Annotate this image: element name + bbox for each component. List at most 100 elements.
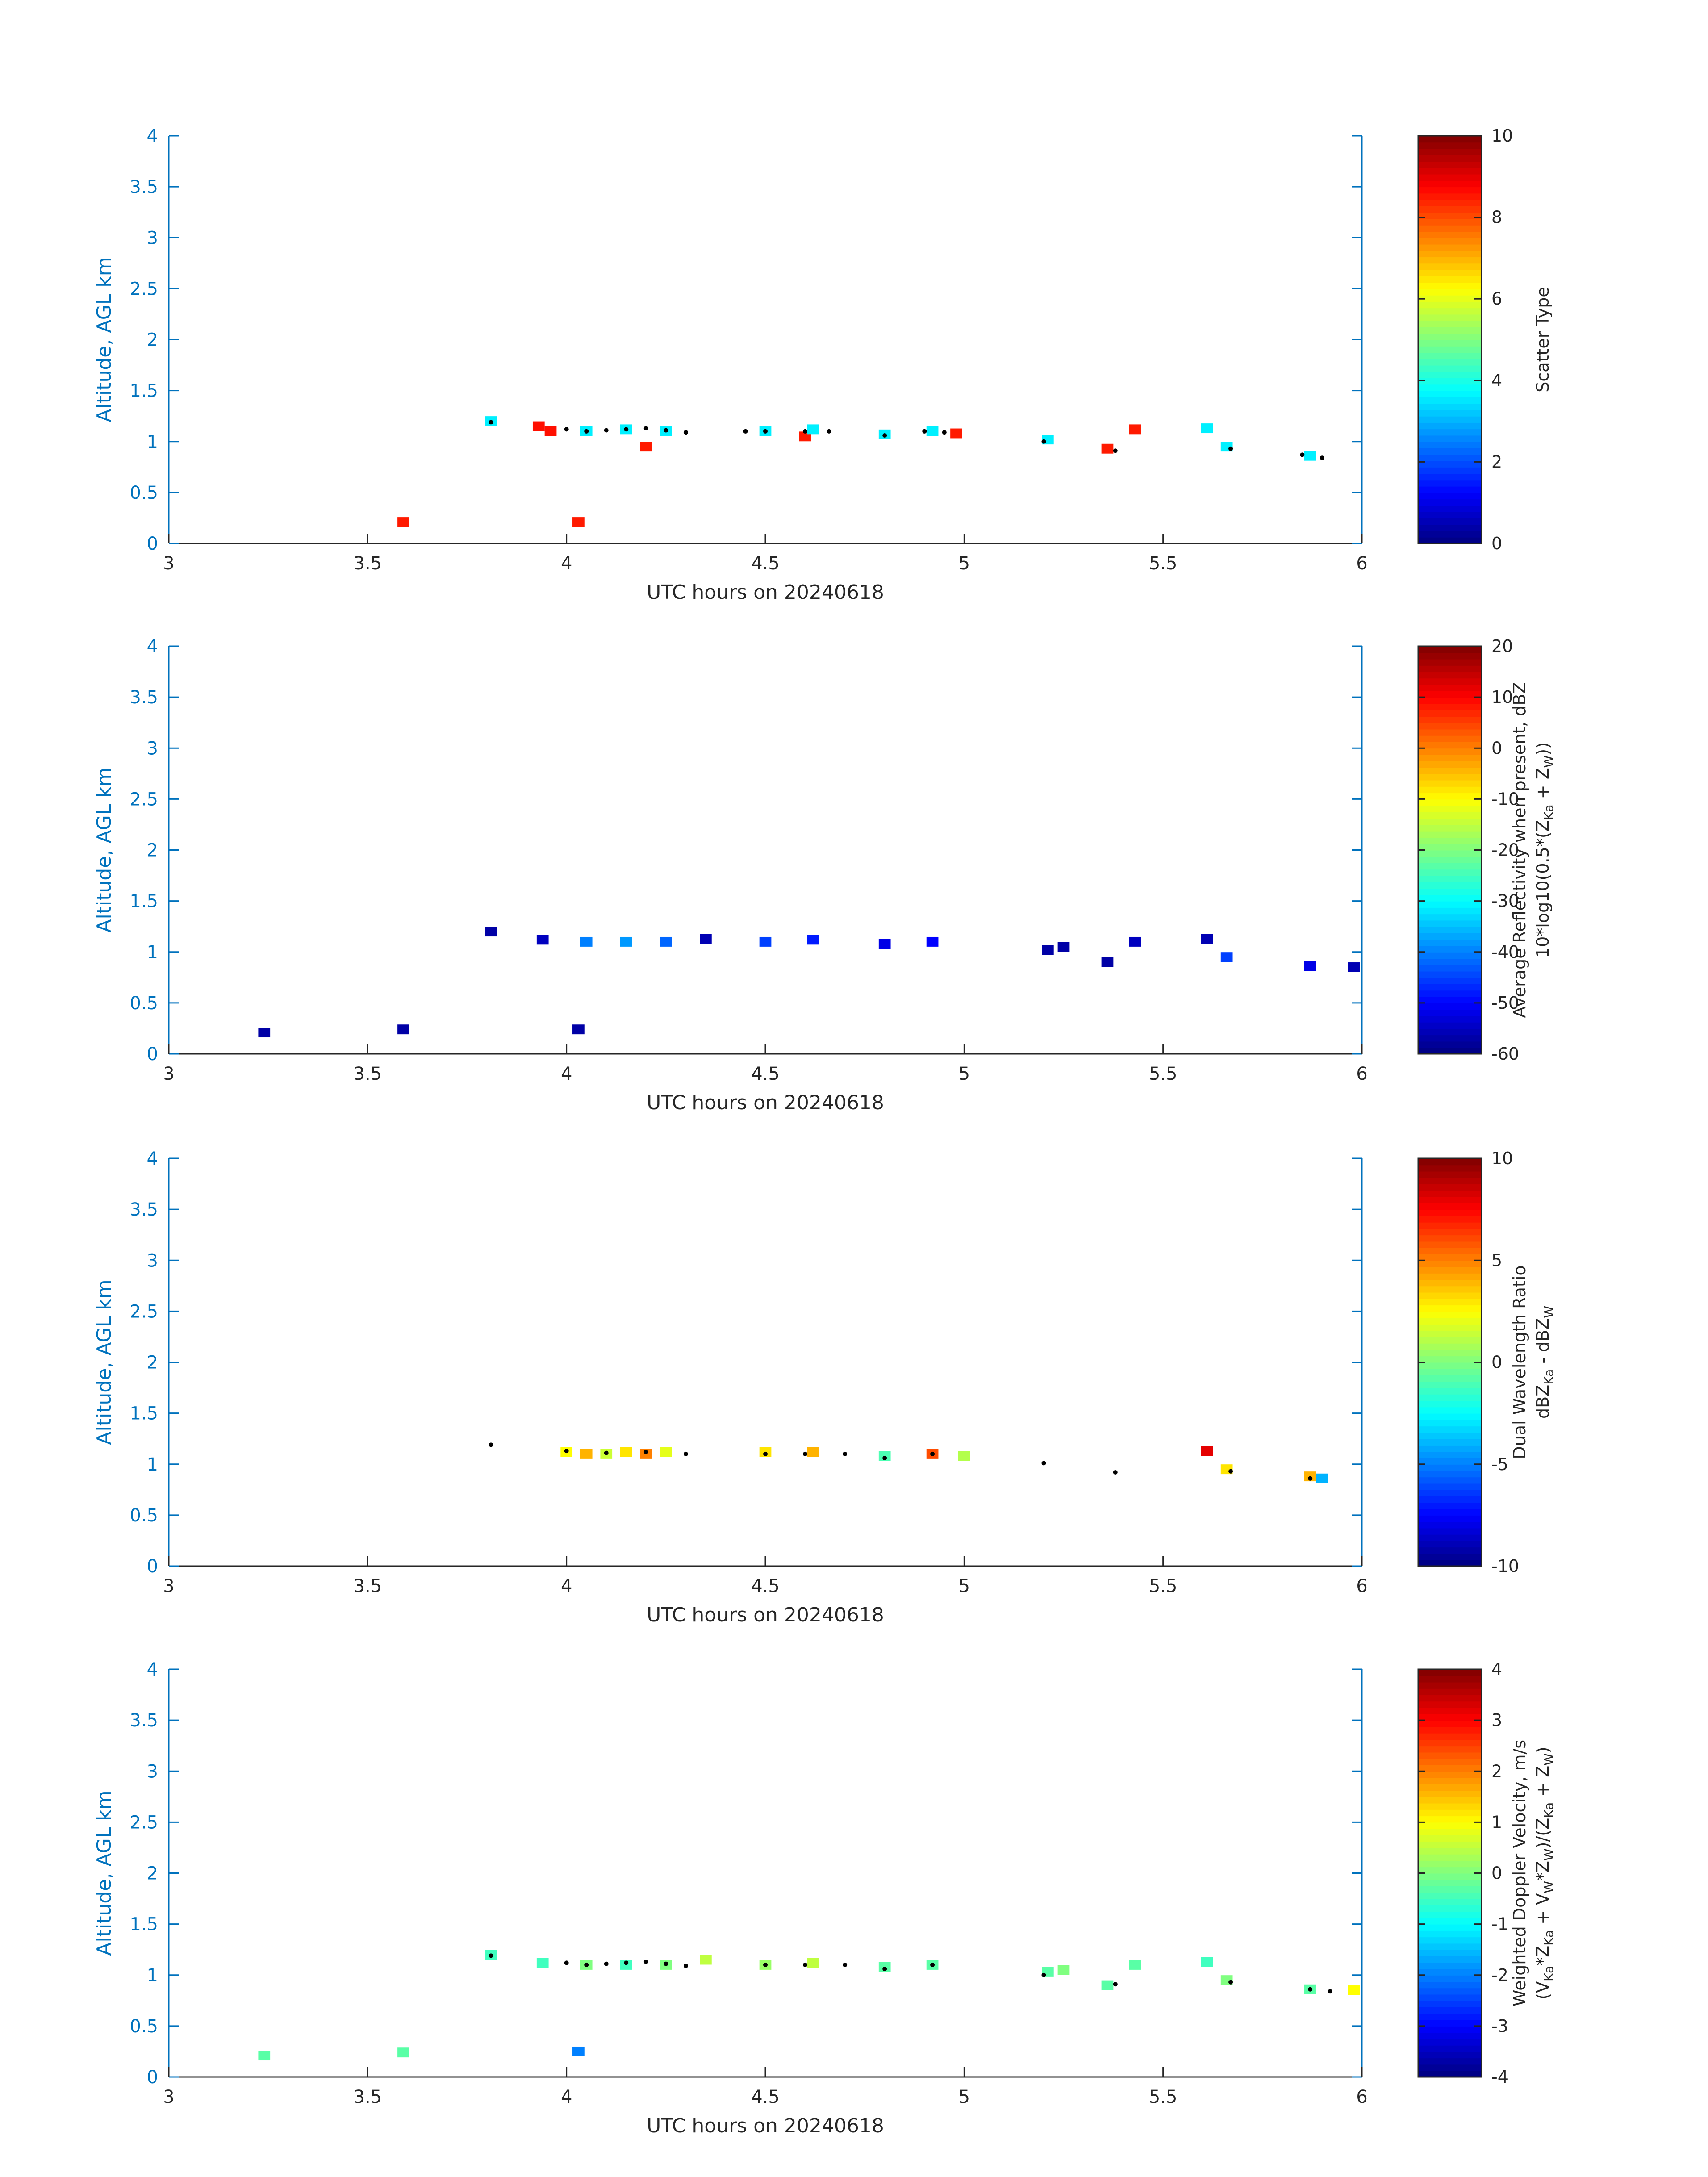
heatmap-cell xyxy=(660,1447,672,1457)
marker-dot xyxy=(1228,1469,1233,1474)
y-tick-label: 0.5 xyxy=(129,483,158,503)
colorbar-tick-label: -1 xyxy=(1491,1914,1508,1934)
colorbar-segment xyxy=(1418,1816,1482,1823)
colorbar-segment xyxy=(1418,920,1482,927)
colorbar-segment xyxy=(1418,250,1482,258)
colorbar-segment xyxy=(1418,288,1482,296)
colorbar-tick-label: 2 xyxy=(1491,1761,1502,1781)
colorbar-segment xyxy=(1418,1930,1482,1938)
colorbar-segment xyxy=(1418,1994,1482,2001)
marker-dot xyxy=(604,1450,609,1455)
plot-area xyxy=(169,646,1362,1054)
colorbar-segment xyxy=(1418,659,1482,666)
colorbar-segment xyxy=(1418,326,1482,334)
colorbar-label-subscript: Ka xyxy=(1541,804,1556,820)
colorbar-segment xyxy=(1418,518,1482,525)
x-tick-label: 5.5 xyxy=(1149,1064,1178,1084)
colorbar-segment xyxy=(1418,1247,1482,1254)
colorbar-tick-label: 4 xyxy=(1491,1659,1502,1679)
colorbar-segment xyxy=(1418,1540,1482,1548)
heatmap-cell xyxy=(620,1447,632,1457)
colorbar-segment xyxy=(1418,1879,1482,1887)
colorbar-segment xyxy=(1418,996,1482,1003)
colorbar-segment xyxy=(1418,1720,1482,1727)
marker-dot xyxy=(882,1456,887,1461)
colorbar-segment xyxy=(1418,741,1482,749)
x-tick-label: 4 xyxy=(561,2087,572,2107)
colorbar-tick-label: 10 xyxy=(1491,687,1513,707)
colorbar-segment xyxy=(1418,754,1482,761)
colorbar-segment xyxy=(1418,1898,1482,1905)
colorbar-segment xyxy=(1418,710,1482,717)
colorbar-segment xyxy=(1418,2070,1482,2077)
colorbar-segment xyxy=(1418,1918,1482,1925)
marker-dot xyxy=(1041,439,1046,444)
y-tick-label: 3 xyxy=(147,228,158,248)
colorbar-segment xyxy=(1418,1337,1482,1344)
heatmap-cell xyxy=(640,442,652,452)
colorbar-tick-label: -50 xyxy=(1491,993,1519,1013)
heatmap-cell xyxy=(397,1024,409,1035)
colorbar-segment xyxy=(1418,1003,1482,1010)
marker-dot xyxy=(763,1962,768,1967)
colorbar-segment xyxy=(1418,716,1482,723)
colorbar-segment xyxy=(1418,524,1482,531)
x-tick-label: 3 xyxy=(163,1576,174,1596)
colorbar-segment xyxy=(1418,346,1482,353)
marker-dot xyxy=(827,429,831,434)
colorbar-tick-label: 5 xyxy=(1491,1250,1502,1270)
colorbar-segment xyxy=(1418,1343,1482,1350)
colorbar-segment xyxy=(1418,990,1482,997)
y-tick-label: 1 xyxy=(147,1965,158,1986)
plot-area xyxy=(169,1669,1362,2077)
y-tick-label: 4 xyxy=(147,126,158,146)
colorbar-frame xyxy=(1417,135,1482,544)
colorbar-segment xyxy=(1418,416,1482,423)
y-tick-label: 3 xyxy=(147,1250,158,1271)
colorbar-segment xyxy=(1418,378,1482,385)
y-tick-label: 2.5 xyxy=(129,789,158,810)
colorbar-segment xyxy=(1418,1451,1482,1458)
y-tick-label: 4 xyxy=(147,1659,158,1680)
x-tick-label: 6 xyxy=(1356,1064,1367,1084)
colorbar-segment xyxy=(1418,760,1482,768)
colorbar-segment xyxy=(1418,1041,1482,1048)
marker-dot xyxy=(1320,455,1324,460)
colorbar-segment xyxy=(1418,435,1482,442)
y-tick-label: 1 xyxy=(147,1454,158,1475)
x-tick-label: 3.5 xyxy=(354,1064,382,1084)
panel-2: 0 0.5 1 1.5 2 2.5 3 3.5 4 3 3.5 4 4.5 5 5.5 6 UTC hours … xyxy=(93,636,1556,1114)
panel-4: 0 0.5 1 1.5 2 2.5 3 3.5 4 3 3.5 4 4.5 5 5.5 6 UTC hours … xyxy=(93,1659,1556,2137)
colorbar-segment xyxy=(1418,1266,1482,1274)
colorbar-segment xyxy=(1418,2000,1482,2008)
heatmap-cell xyxy=(807,424,819,435)
colorbar-segment xyxy=(1418,448,1482,455)
colorbar-segment xyxy=(1418,1362,1482,1369)
colorbar-segment xyxy=(1418,1464,1482,1471)
y-tick-label: 0 xyxy=(147,1044,158,1065)
heatmap-cell xyxy=(572,2046,585,2056)
colorbar-segment xyxy=(1418,193,1482,200)
colorbar-segment xyxy=(1418,155,1482,162)
colorbar-segment xyxy=(1418,2051,1482,2059)
marker-dot xyxy=(664,1961,668,1966)
colorbar-segment xyxy=(1418,1988,1482,1995)
colorbar-segment xyxy=(1418,780,1482,787)
y-tick-label: 3.5 xyxy=(129,177,158,197)
heatmap-cell xyxy=(1220,952,1233,962)
marker-dot xyxy=(1113,1470,1118,1475)
colorbar-segment xyxy=(1418,1854,1482,1861)
colorbar-segment xyxy=(1418,505,1482,512)
colorbar-segment xyxy=(1418,1892,1482,1899)
colorbar-segment xyxy=(1418,977,1482,985)
colorbar-label-part: dBZ xyxy=(1533,1385,1553,1419)
marker-dot xyxy=(1328,1989,1332,1994)
colorbar-segment xyxy=(1418,1886,1482,1893)
marker-dot xyxy=(1041,1461,1046,1466)
colorbar-segment xyxy=(1418,1924,1482,1931)
colorbar-label-part: ) xyxy=(1533,1747,1553,1753)
colorbar-segment xyxy=(1418,1707,1482,1714)
colorbar-segment xyxy=(1418,187,1482,194)
colorbar-label-line-2: dBZKa - dBZW xyxy=(1533,1306,1556,1419)
